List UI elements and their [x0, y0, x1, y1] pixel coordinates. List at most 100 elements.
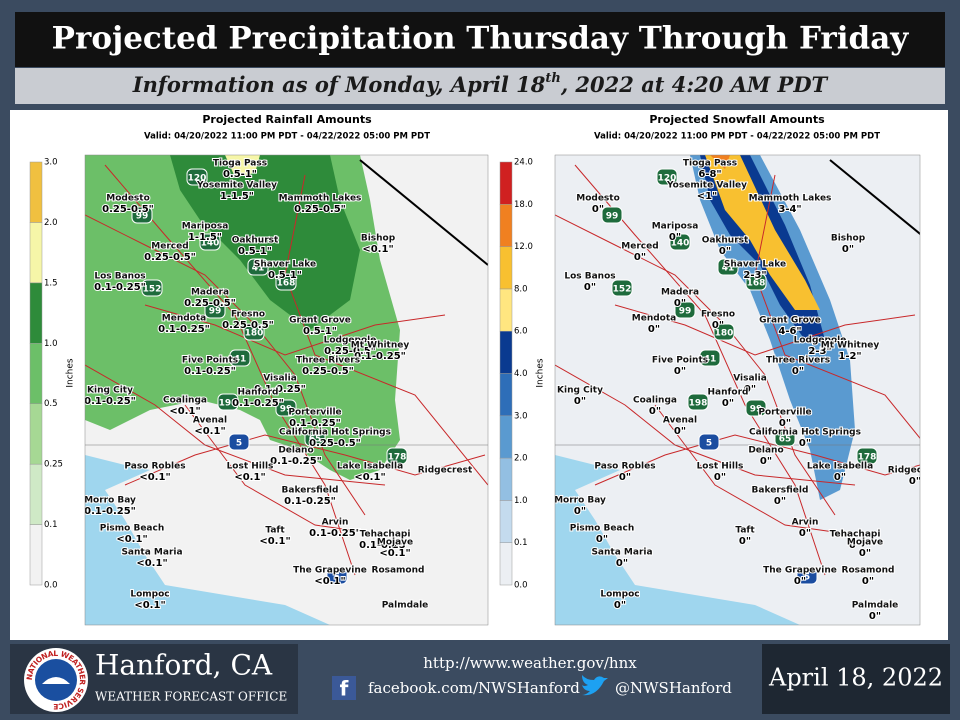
- place-amount: 0": [739, 536, 751, 547]
- road: [574, 164, 826, 576]
- highway-shield: [713, 323, 735, 341]
- place-amount: 0.1-0.25": [84, 396, 136, 407]
- highway-number: 5: [706, 439, 712, 449]
- place-name: Modesto: [576, 194, 620, 204]
- office-name: Hanford, CA: [95, 649, 273, 682]
- place-name: Modesto: [106, 194, 150, 204]
- place-name: Five Points: [652, 356, 708, 366]
- place-amount: 0.25-0.5": [184, 298, 236, 309]
- facebook[interactable]: facebook.com/NWSHanford: [368, 679, 580, 697]
- place-name: Three Rivers: [766, 356, 830, 366]
- colorbar-segment: [499, 288, 513, 332]
- place-name: Mariposa: [182, 222, 229, 232]
- highway-number: 140: [201, 239, 220, 249]
- colorbar-segment: [499, 415, 513, 459]
- highway-number: 198: [219, 399, 238, 409]
- highway-number: 99: [679, 307, 692, 317]
- subtitle-text: , 2022 at 4:20 AM PDT: [560, 72, 829, 97]
- place-name: Three Rivers: [296, 356, 360, 366]
- place-amount: <0.1": [234, 472, 265, 483]
- map-title: Projected Snowfall Amounts: [649, 113, 825, 126]
- place-amount: 0": [719, 246, 731, 257]
- place-name: Porterville: [758, 408, 811, 418]
- place-amount: 0": [760, 456, 772, 467]
- place-amount: 0": [619, 472, 631, 483]
- place-name: Visalia: [733, 374, 767, 384]
- highway-shield: [674, 301, 696, 319]
- place-amount: 0": [614, 600, 626, 611]
- highway-number: 120: [658, 174, 677, 184]
- place-amount: 0.1-0.25": [84, 506, 136, 517]
- road: [144, 304, 446, 356]
- colorbar-segment: [29, 463, 43, 525]
- place-amount: <0.1": [169, 406, 200, 417]
- highway-number: 178: [858, 453, 877, 463]
- place-name: Merced: [621, 242, 658, 252]
- url[interactable]: http://www.weather.gov/hnx: [423, 654, 637, 672]
- road: [284, 174, 488, 486]
- place-name: Fresno: [701, 310, 735, 320]
- place-amount: 0.25-0.5": [309, 438, 361, 449]
- precip-area: [225, 155, 260, 177]
- place-amount: <0.1": [134, 600, 165, 611]
- place-name: Avenal: [193, 416, 227, 426]
- place-amount: 0": [779, 418, 791, 429]
- twitter[interactable]: @NWSHanford: [615, 679, 732, 697]
- subtitle-sup: th: [545, 71, 560, 86]
- place-name: Tehachapi: [360, 530, 411, 540]
- place-amount: 0": [649, 406, 661, 417]
- place-name: Grant Grove: [759, 316, 821, 326]
- place-amount: 0.1-0.25": [354, 351, 406, 362]
- place-name: Avenal: [663, 416, 697, 426]
- precip-area: [690, 155, 855, 500]
- place-name: California Hot Springs: [749, 428, 861, 438]
- highway-number: 99: [750, 405, 763, 415]
- colorbar-segment: [29, 343, 43, 404]
- colorbar-label: 0.1: [44, 520, 58, 530]
- colorbar-segment: [29, 403, 43, 465]
- place-amount: <0.1": [259, 536, 290, 547]
- place-name: Yosemite Valley: [196, 181, 277, 191]
- place-amount: 0.1-0.25": [284, 496, 336, 507]
- place-amount: 0": [774, 496, 786, 507]
- highway-shield: [796, 567, 818, 585]
- place-name: Los Banos: [94, 272, 145, 282]
- place-amount: 3-4": [778, 204, 801, 215]
- place-name: Lodgepole: [794, 336, 847, 346]
- place-name: Coalinga: [633, 396, 677, 406]
- place-name: Palmdale: [852, 601, 899, 611]
- highway-shield: [304, 429, 326, 447]
- place-amount: 0": [584, 282, 596, 293]
- colorbar-segment: [29, 282, 43, 344]
- highway-shield: [228, 433, 250, 451]
- place-name: Fresno: [231, 310, 265, 320]
- place-name: Pismo Beach: [100, 524, 165, 534]
- place-amount: 0": [712, 320, 724, 331]
- highway-shield: [699, 349, 721, 367]
- place-name: King City: [557, 386, 603, 396]
- place-amount: 2-3": [743, 270, 766, 281]
- colorbar-label: 0.1: [514, 538, 528, 548]
- place-name: Morro Bay: [554, 496, 606, 506]
- colorbar-segment: [499, 373, 513, 417]
- place-amount: <0.1": [116, 534, 147, 545]
- place-name: Hanford: [238, 388, 279, 398]
- place-amount: 0.1-0.25": [232, 398, 284, 409]
- facebook-glyph: f: [340, 677, 349, 701]
- place-amount: 0.25-0.5": [102, 204, 154, 215]
- highway-shield: [275, 273, 297, 291]
- place-amount: 0": [859, 548, 871, 559]
- place-amount: <0.1": [379, 548, 410, 559]
- place-name: The Grapevine: [293, 566, 367, 576]
- place-name: Tioga Pass: [683, 159, 737, 169]
- place-amount: 1-2": [838, 351, 861, 362]
- ocean: [555, 455, 800, 625]
- highway-shield: [856, 447, 878, 465]
- colorbar-label: 18.0: [514, 200, 533, 210]
- highway-number: 152: [143, 285, 162, 295]
- highway-shield: [717, 258, 739, 276]
- place-name: Oakhurst: [232, 236, 279, 246]
- highway-shield: [774, 429, 796, 447]
- place-amount: 0.25-0.5": [302, 366, 354, 377]
- place-amount: 0": [574, 506, 586, 517]
